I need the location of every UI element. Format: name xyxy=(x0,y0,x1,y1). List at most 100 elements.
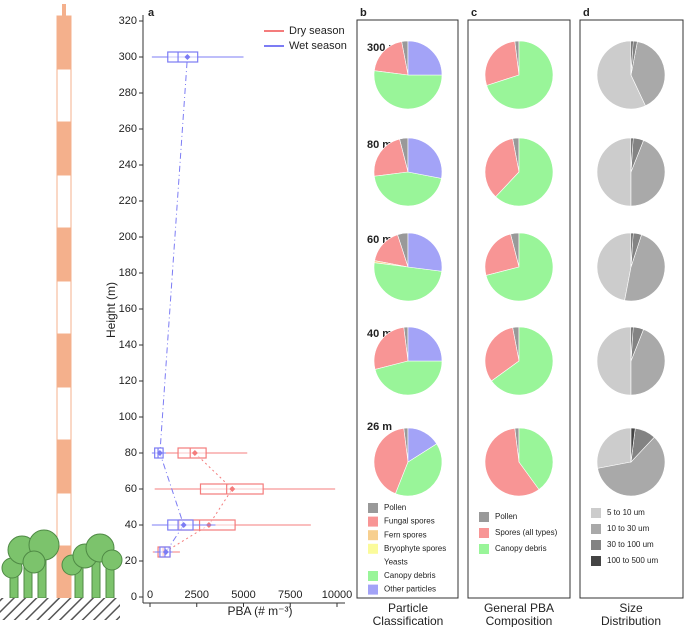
legend-swatch xyxy=(591,556,601,566)
y-tick-label: 100 xyxy=(119,411,137,423)
pie-slice xyxy=(484,427,540,497)
pie-slice xyxy=(407,232,443,272)
panel-label: c xyxy=(471,7,477,19)
panel-frame xyxy=(579,19,684,599)
tower-segment xyxy=(56,492,72,547)
legend-swatch xyxy=(479,528,489,538)
x-axis-label: PBA (# m⁻³) xyxy=(227,604,292,618)
box xyxy=(167,51,199,63)
y-tick-label: 320 xyxy=(119,15,137,27)
y-axis-label: Height (m) xyxy=(104,282,118,338)
pie-slice xyxy=(596,40,646,110)
pie-slice xyxy=(495,137,554,207)
legend-swatch xyxy=(591,508,601,518)
y-tick-label: 240 xyxy=(119,159,137,171)
y-tick-label: 40 xyxy=(125,519,137,531)
height-label: 26 m xyxy=(367,421,392,433)
mean-marker xyxy=(229,486,236,492)
panel-caption: Size xyxy=(619,601,643,615)
panel-label: d xyxy=(583,7,590,19)
x-tick-label: 10000 xyxy=(322,589,353,601)
pie-slice xyxy=(630,137,634,173)
legend-swatch xyxy=(368,557,378,568)
y-tick-label: 0 xyxy=(131,591,137,603)
box xyxy=(167,519,194,531)
pie-slice xyxy=(374,360,443,396)
y-tick-label: 300 xyxy=(119,51,137,63)
legend-swatch xyxy=(368,571,378,581)
pie-slice xyxy=(630,40,634,76)
pie-slice xyxy=(630,139,666,207)
pie-slice xyxy=(395,443,443,497)
pie-slice xyxy=(596,137,632,207)
y-tick-label: 140 xyxy=(119,339,137,351)
legend-label: Pollen xyxy=(495,512,517,521)
pie-slice xyxy=(373,41,409,76)
pie-slice xyxy=(407,137,443,179)
tower-segment xyxy=(56,68,72,123)
panel-caption: Classification xyxy=(373,614,444,627)
y-tick-label: 260 xyxy=(119,123,137,135)
x-tick-label: 5000 xyxy=(231,589,255,601)
tower-illustration xyxy=(0,4,123,620)
panel-caption: Composition xyxy=(486,614,553,627)
mean-marker xyxy=(180,522,187,528)
pie-slice xyxy=(484,40,520,86)
pie-slice xyxy=(596,232,632,301)
mean-trend-line xyxy=(159,56,188,553)
pie-slice xyxy=(630,328,666,396)
legend-label: Yeasts xyxy=(384,558,408,567)
legend-label: Spores (all types) xyxy=(495,528,558,537)
pie-slice xyxy=(373,138,409,177)
legend-label: Pollen xyxy=(384,503,406,512)
legend-swatch xyxy=(368,503,378,513)
legend-label: Other particles xyxy=(384,585,436,594)
pie-slice xyxy=(373,326,409,370)
y-tick-label: 120 xyxy=(119,375,137,387)
x-tick-label: 0 xyxy=(147,589,153,601)
y-tick-label: 280 xyxy=(119,87,137,99)
panel-label: a xyxy=(148,7,155,19)
panel-frame xyxy=(467,19,571,599)
legend-label: 5 to 10 um xyxy=(607,508,645,517)
pie-slice xyxy=(373,262,443,302)
tower-segment xyxy=(56,174,72,229)
panel-caption: General PBA xyxy=(484,601,554,615)
pie-slice xyxy=(373,70,443,110)
tower-segment xyxy=(56,227,72,282)
legend-swatch xyxy=(368,584,378,595)
legend-label: Fungal spores xyxy=(384,517,435,526)
pie-slice xyxy=(491,326,554,396)
mean-marker xyxy=(184,54,191,60)
mean-trend-line xyxy=(164,452,233,553)
pie-slice xyxy=(630,41,666,107)
legend-swatch xyxy=(591,540,601,550)
x-tick-label: 7500 xyxy=(278,589,302,601)
legend-swatch xyxy=(479,512,489,522)
pie-slice xyxy=(373,427,409,495)
pie-slice xyxy=(630,232,634,268)
y-tick-label: 160 xyxy=(119,303,137,315)
panel-caption: Particle xyxy=(388,601,428,615)
tower-segment xyxy=(56,121,72,176)
pie-slice xyxy=(484,138,520,198)
legend-label: Canopy debris xyxy=(495,544,547,553)
pie-slice xyxy=(407,40,443,76)
legend-label: Wet season xyxy=(289,40,347,52)
pie-slice xyxy=(373,171,442,207)
pie-slice xyxy=(630,326,634,362)
pie-slice xyxy=(624,234,666,302)
legend-label: Dry season xyxy=(289,25,345,37)
legend-swatch xyxy=(368,530,378,541)
tower-segment xyxy=(56,333,72,388)
pie-slice xyxy=(630,427,636,463)
tower-segment xyxy=(56,439,72,494)
mean-marker xyxy=(162,549,169,555)
y-tick-label: 80 xyxy=(125,447,137,459)
pie-slice xyxy=(486,40,554,110)
panel-caption: Distribution xyxy=(601,614,661,627)
y-tick-label: 220 xyxy=(119,195,137,207)
tower-segment xyxy=(56,15,72,70)
y-tick-label: 20 xyxy=(125,555,137,567)
